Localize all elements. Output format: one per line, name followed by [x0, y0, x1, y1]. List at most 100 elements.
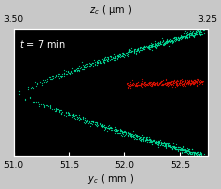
- Point: [164, 84, 167, 87]
- Point: [139, 136, 143, 139]
- Point: [195, 81, 199, 84]
- Point: [164, 40, 167, 43]
- Point: [190, 80, 193, 83]
- Point: [173, 148, 177, 151]
- Point: [124, 133, 127, 136]
- Point: [129, 50, 132, 53]
- Point: [143, 84, 146, 87]
- Point: [145, 82, 148, 85]
- Point: [88, 124, 92, 127]
- Point: [185, 36, 189, 39]
- Point: [128, 49, 131, 52]
- Point: [128, 85, 132, 88]
- Point: [199, 31, 203, 34]
- Point: [139, 137, 143, 140]
- Point: [185, 35, 188, 38]
- Point: [114, 129, 118, 132]
- Point: [139, 84, 143, 87]
- Point: [46, 80, 49, 83]
- Point: [102, 59, 106, 62]
- Point: [149, 81, 152, 84]
- Point: [187, 32, 190, 35]
- Point: [191, 82, 195, 85]
- Point: [199, 80, 202, 83]
- Point: [136, 47, 140, 50]
- Point: [128, 131, 132, 134]
- Point: [167, 141, 170, 144]
- Point: [98, 121, 102, 124]
- Point: [131, 81, 135, 84]
- Point: [178, 146, 181, 149]
- Point: [121, 52, 125, 55]
- Point: [135, 84, 139, 88]
- Point: [180, 148, 183, 151]
- Point: [156, 146, 159, 149]
- Point: [197, 154, 201, 157]
- Point: [88, 64, 91, 67]
- Point: [184, 29, 187, 33]
- Point: [157, 140, 160, 143]
- Point: [81, 63, 85, 66]
- Point: [65, 111, 68, 114]
- Point: [145, 136, 149, 139]
- Point: [95, 61, 99, 64]
- Point: [181, 35, 184, 38]
- Point: [141, 138, 145, 141]
- Point: [199, 81, 203, 84]
- Point: [158, 43, 161, 46]
- Point: [177, 38, 181, 41]
- Point: [144, 83, 147, 86]
- Point: [181, 35, 185, 38]
- Point: [178, 148, 181, 151]
- Point: [166, 83, 170, 86]
- Point: [129, 133, 133, 136]
- Point: [81, 60, 84, 64]
- Point: [128, 133, 131, 136]
- Point: [191, 33, 195, 36]
- Point: [189, 80, 193, 83]
- Point: [155, 83, 159, 86]
- Point: [180, 150, 184, 153]
- Point: [188, 32, 192, 35]
- Point: [190, 33, 194, 36]
- Point: [166, 37, 169, 40]
- Point: [156, 84, 160, 87]
- Point: [198, 153, 202, 156]
- Point: [172, 78, 176, 81]
- Point: [165, 82, 169, 85]
- Point: [77, 66, 80, 69]
- Point: [117, 54, 121, 57]
- Point: [137, 83, 140, 86]
- Point: [192, 35, 195, 38]
- Point: [130, 136, 133, 139]
- Point: [69, 113, 72, 116]
- Point: [173, 146, 177, 149]
- Point: [142, 44, 145, 47]
- Point: [128, 82, 132, 85]
- Point: [149, 139, 153, 142]
- Point: [199, 153, 203, 156]
- Point: [191, 151, 194, 154]
- Point: [132, 48, 135, 51]
- Point: [198, 81, 201, 84]
- Point: [95, 61, 98, 64]
- Point: [147, 44, 151, 47]
- Point: [148, 137, 151, 140]
- Point: [99, 60, 102, 63]
- Point: [142, 48, 145, 51]
- Point: [107, 126, 110, 129]
- Point: [194, 33, 198, 36]
- Point: [104, 126, 107, 129]
- Point: [195, 153, 199, 156]
- Point: [132, 137, 135, 140]
- Point: [68, 72, 72, 75]
- Point: [113, 56, 117, 59]
- Point: [106, 56, 110, 59]
- Point: [69, 69, 73, 72]
- Point: [152, 83, 156, 86]
- Point: [166, 145, 170, 148]
- Point: [84, 120, 88, 123]
- Point: [85, 65, 88, 68]
- Point: [142, 45, 146, 48]
- Point: [41, 78, 45, 81]
